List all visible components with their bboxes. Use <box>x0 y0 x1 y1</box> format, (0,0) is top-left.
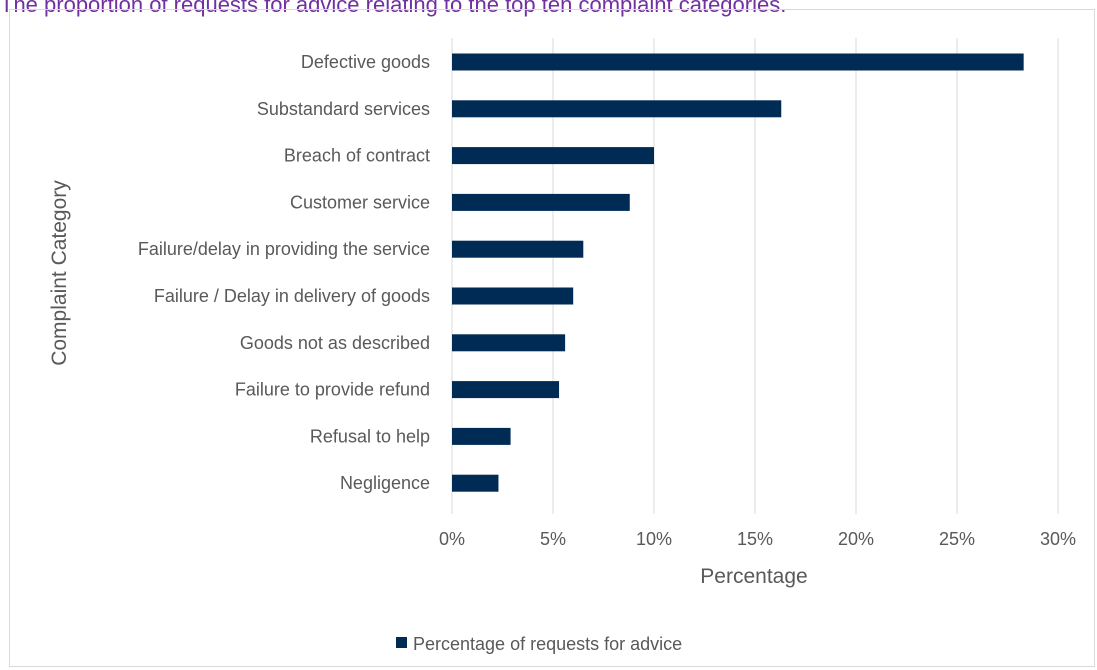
category-label: Failure / Delay in delivery of goods <box>154 286 430 306</box>
bar <box>452 53 1024 71</box>
bar <box>452 100 782 118</box>
category-label: Negligence <box>340 473 430 493</box>
bars <box>452 53 1024 492</box>
x-tick-labels: 0% 5% 10% 15% 20% 25% 30% <box>439 529 1076 549</box>
x-tick-label: 30% <box>1040 529 1076 549</box>
category-label: Defective goods <box>301 52 430 72</box>
category-label: Breach of contract <box>284 146 430 166</box>
x-tick-label: 15% <box>737 529 773 549</box>
bar <box>452 381 560 399</box>
bar <box>452 427 511 445</box>
category-label: Failure/delay in providing the service <box>138 239 430 259</box>
legend-label: Percentage of requests for advice <box>413 634 682 654</box>
x-tick-label: 10% <box>636 529 672 549</box>
bar <box>452 147 654 165</box>
x-tick-label: 5% <box>540 529 566 549</box>
category-label: Substandard services <box>257 99 430 119</box>
bar <box>452 474 499 492</box>
category-label: Refusal to help <box>310 426 430 446</box>
x-tick-label: 25% <box>939 529 975 549</box>
category-label: Goods not as described <box>240 333 430 353</box>
gridlines <box>451 38 1059 514</box>
y-axis-title: Complaint Category <box>48 180 71 366</box>
chart-frame <box>9 9 1095 667</box>
x-axis-title: Percentage <box>700 565 807 588</box>
x-tick-label: 0% <box>439 529 465 549</box>
category-labels: Defective goods Substandard services Breac… <box>138 52 430 493</box>
bar <box>452 193 630 211</box>
category-label: Customer service <box>290 192 430 212</box>
x-tick-label: 20% <box>838 529 874 549</box>
bar <box>452 240 584 258</box>
legend: Percentage of requests for advice <box>396 634 682 654</box>
category-label: Failure to provide refund <box>235 380 430 400</box>
page-title: The proportion of requests for advice re… <box>0 0 787 17</box>
bar <box>452 334 566 352</box>
legend-swatch <box>396 637 407 648</box>
bar <box>452 287 574 305</box>
